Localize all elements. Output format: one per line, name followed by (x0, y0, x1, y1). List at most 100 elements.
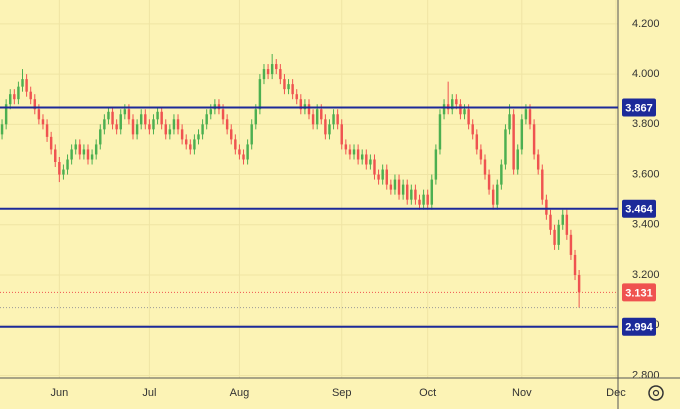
candle-body (393, 179, 397, 190)
level-box (622, 317, 656, 336)
gear-center[interactable] (652, 389, 660, 397)
candle-body (193, 139, 196, 150)
candle-body (37, 109, 41, 120)
candle-body (139, 114, 143, 125)
candle-body (62, 169, 65, 175)
candle-body (156, 111, 159, 120)
candle-body (189, 144, 192, 150)
candle-body (197, 134, 200, 140)
y-tick-label: 2.800 (632, 369, 660, 381)
candle-body (532, 124, 536, 155)
candle-body (148, 124, 151, 130)
candle-body (524, 109, 528, 120)
candle-body (127, 109, 131, 120)
candle-body (512, 114, 515, 170)
candle-body (577, 275, 581, 293)
candle-body (270, 64, 274, 75)
level-label: 3.464 (625, 204, 653, 216)
candle-body (385, 169, 388, 185)
x-tick-label: Oct (419, 387, 436, 399)
candle-body (536, 154, 540, 170)
candle-body (336, 114, 339, 125)
candle-body (344, 144, 348, 150)
candle-body (369, 159, 372, 165)
candle-body (320, 109, 323, 120)
candle-body (160, 111, 163, 125)
candle-body (58, 162, 61, 175)
candle-body (82, 149, 86, 155)
candle-body (172, 119, 176, 130)
candle-body (234, 139, 237, 150)
candle-body (418, 199, 421, 205)
candle-body (545, 199, 548, 215)
candle-body (184, 139, 188, 145)
candle-body (365, 154, 368, 165)
level-label: 3.867 (625, 102, 653, 114)
x-tick-label: Jun (50, 387, 68, 399)
candle-body (168, 129, 172, 135)
candle-body (315, 109, 319, 125)
candle-body (373, 159, 376, 175)
candle-body (238, 149, 241, 155)
candle-body (549, 214, 552, 230)
candle-body (275, 64, 278, 70)
candle-body (123, 109, 127, 115)
gear-icon[interactable] (648, 385, 664, 401)
candle-body (483, 159, 487, 175)
candle-body (29, 91, 32, 100)
candle-body (557, 224, 560, 245)
candle-body (94, 144, 98, 155)
candle-body (442, 104, 446, 115)
candle-body (250, 124, 253, 145)
candle-body (54, 149, 57, 162)
candle-body (438, 114, 442, 150)
y-tick-label: 4.000 (632, 68, 660, 80)
candle-body (25, 79, 28, 92)
candle-body (451, 99, 454, 110)
candle-body (221, 109, 225, 120)
candle-body (504, 129, 507, 165)
candle-body (103, 119, 106, 130)
candle-body (397, 179, 401, 195)
candle-body (152, 119, 155, 130)
candle-body (291, 84, 294, 95)
candle-body (180, 129, 184, 140)
candle-body (348, 149, 352, 155)
candle-body (287, 84, 290, 90)
candle-body (459, 104, 462, 115)
candle-body (475, 134, 479, 150)
candle-body (225, 119, 229, 130)
candle-body (90, 154, 94, 160)
candle-body (135, 124, 139, 135)
x-tick-label: Aug (230, 387, 250, 399)
settings-button[interactable] (648, 385, 664, 401)
y-tick-label: 3.400 (632, 219, 660, 231)
candle-body (119, 114, 122, 130)
last-price-box (622, 283, 656, 302)
candle-body (246, 144, 249, 160)
candle-body (389, 184, 393, 190)
candle-body (78, 144, 82, 155)
candle-body (99, 129, 102, 145)
y-tick-label: 3.800 (632, 118, 660, 130)
candle-body (405, 184, 409, 200)
level-label: 2.994 (625, 322, 653, 334)
candle-body (295, 94, 298, 100)
candle-body (21, 79, 24, 87)
candle-body (299, 99, 303, 110)
candle-body (541, 169, 544, 200)
candle-body (328, 124, 331, 135)
candle-body (561, 214, 564, 225)
candle-body (479, 149, 483, 160)
candle-body (13, 94, 16, 100)
candle-body (401, 184, 405, 195)
candle-body (266, 69, 270, 75)
candle-body (410, 189, 413, 200)
candle-body (377, 174, 380, 180)
candle-body (230, 129, 233, 140)
candle-body (487, 174, 491, 190)
candle-body (283, 79, 286, 90)
candle-body (279, 69, 282, 80)
candle-body (516, 149, 519, 170)
